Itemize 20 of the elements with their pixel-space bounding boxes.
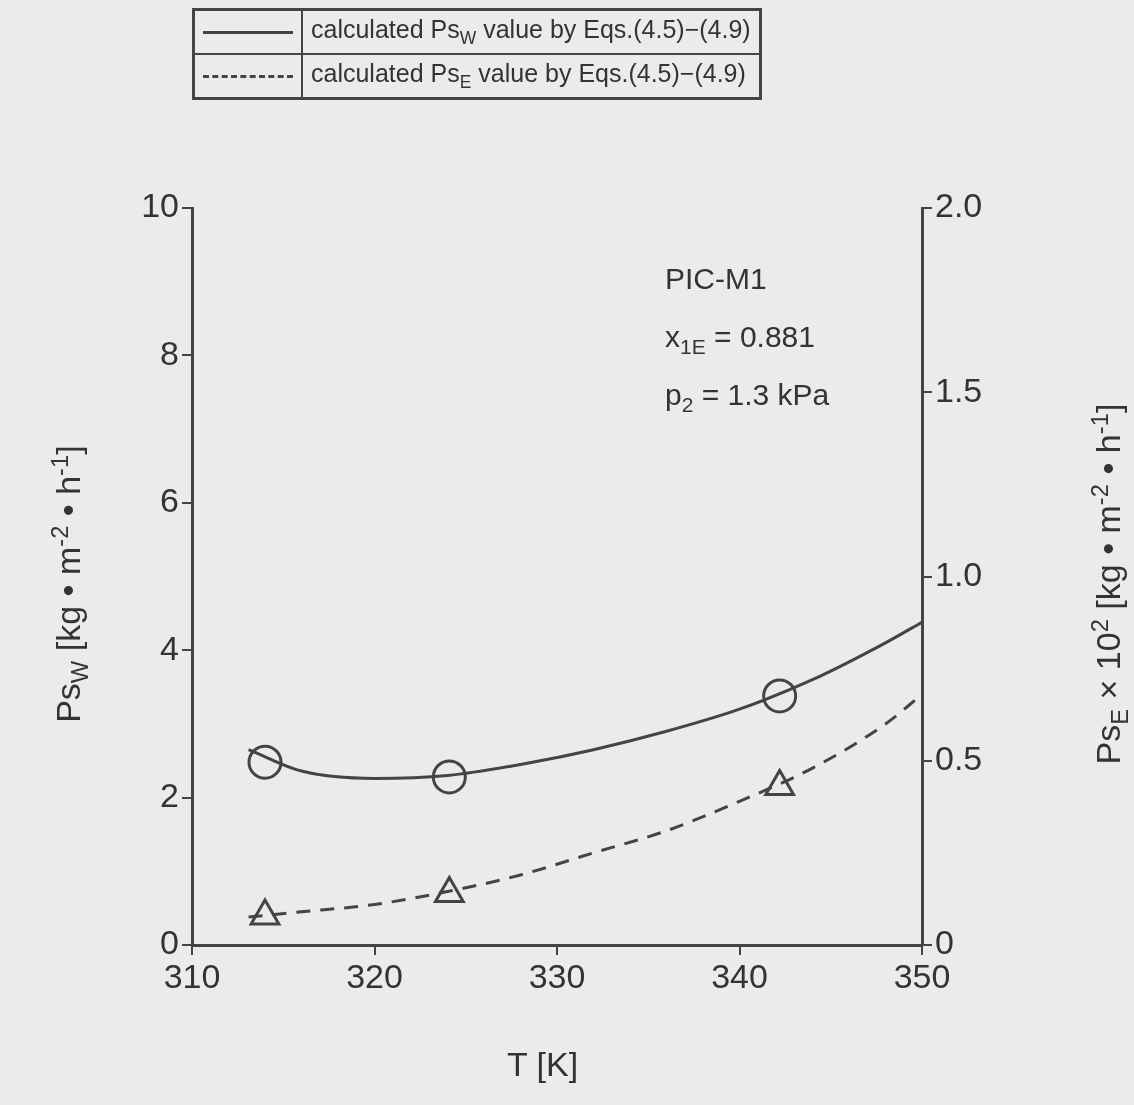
y-tick-label: 10 [141,186,179,225]
y-tick-label: 6 [160,481,179,520]
y-tick-label: 4 [160,628,179,667]
y-tick-label: 8 [160,333,179,372]
annotation: PIC-M1 [665,262,767,296]
legend-label: calculated Ps$_{E}$ value by Eqs.(4.5)−(4.9) [302,54,761,99]
point [249,898,281,926]
x-tick-label: 320 [346,956,403,995]
x-tick-label: 340 [711,956,768,995]
y2-tick-label: 2.0 [935,186,983,225]
y2-tick-label: 1.0 [935,554,983,593]
y-tick-label: 2 [160,775,179,814]
y2-tick-label: 0.5 [935,739,983,778]
x-axis-title: T [K] [507,1045,579,1084]
x-tick-label: 330 [528,956,586,995]
annotation: x$_{1E}$ = 0.881 [665,320,815,359]
annotation: p$_{2}$ = 1.3 kPa [665,378,830,417]
y2-tick-label: 1.5 [935,370,983,409]
legend-label: calculated Ps$_{W}$ value by Eqs.(4.5)−(4.9) [302,9,761,54]
point [764,769,796,797]
